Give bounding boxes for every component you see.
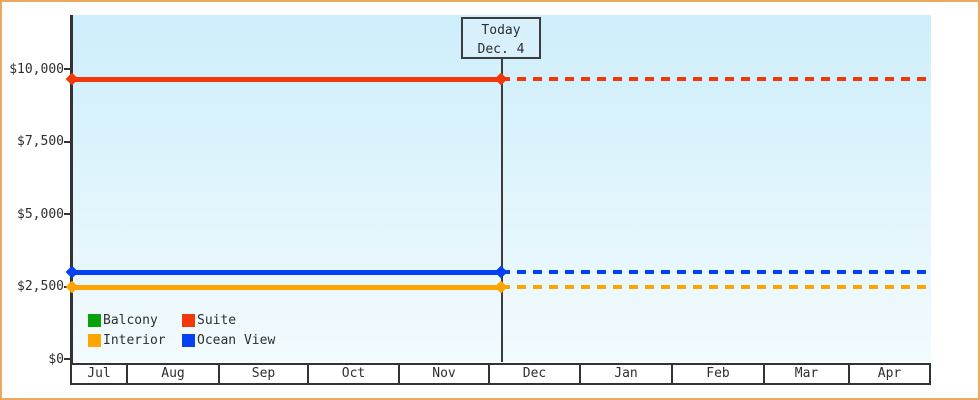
series-line-solid-suite [72, 76, 501, 82]
month-cell-dec: Dec [490, 365, 581, 383]
y-tick-label: $10,000 [9, 61, 64, 77]
y-tick-mark [64, 68, 71, 70]
series-line-dashed-interior [501, 285, 931, 290]
legend-item-interior: Interior [88, 334, 182, 347]
legend-swatch-icon [182, 314, 195, 327]
month-cell-nov: Nov [400, 365, 490, 383]
y-tick-label: $7,500 [17, 134, 64, 149]
series-line-solid-ocean-view [72, 269, 501, 275]
series-line-solid-interior [72, 284, 501, 290]
legend-item-ocean-view: Ocean View [182, 334, 275, 347]
y-tick-label: $5,000 [17, 206, 64, 222]
today-vertical-line [501, 58, 503, 362]
month-cell-mar: Mar [765, 365, 850, 383]
y-tick-mark [64, 358, 71, 360]
x-axis-month-strip: Jul Aug Sep Oct Nov Dec Jan Feb Mar Apr [70, 363, 931, 385]
legend-swatch-icon [182, 334, 195, 347]
legend-swatch-icon [88, 334, 101, 347]
y-tick-mark [64, 140, 71, 143]
legend-label: Suite [197, 313, 237, 328]
legend-item-balcony: Balcony [88, 314, 182, 327]
month-cell-jan: Jan [581, 365, 673, 383]
legend-label: Balcony [103, 313, 158, 328]
month-cell-apr: Apr [850, 365, 931, 383]
today-annotation-box: Today Dec. 4 [461, 17, 541, 59]
y-axis-line [70, 15, 73, 365]
legend: Balcony Suite Interior Ocean View [88, 314, 275, 347]
month-cell-aug: Aug [128, 365, 220, 383]
month-cell-feb: Feb [673, 365, 765, 383]
series-line-dashed-ocean-view [501, 270, 931, 274]
today-annotation-title: Today [481, 23, 521, 38]
y-tick-label: $2,500 [17, 279, 64, 294]
y-tick-label: $0 [48, 351, 64, 367]
legend-label: Ocean View [197, 333, 276, 348]
legend-swatch-icon [88, 314, 101, 327]
today-annotation-date: Dec. 4 [477, 42, 525, 57]
month-cell-jul: Jul [70, 365, 128, 383]
legend-label: Interior [103, 333, 166, 348]
series-line-dashed-suite [501, 77, 931, 82]
y-tick-mark [64, 213, 71, 215]
legend-item-suite: Suite [182, 314, 275, 327]
month-cell-sep: Sep [220, 365, 309, 383]
month-cell-oct: Oct [309, 365, 400, 383]
